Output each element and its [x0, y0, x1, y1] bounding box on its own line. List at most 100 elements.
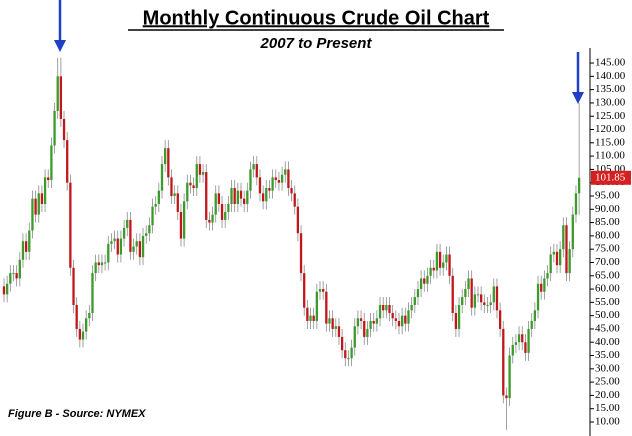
source-note: Figure B - Source: NYMEX	[8, 408, 146, 420]
candle-body	[107, 243, 110, 263]
candle-body	[508, 355, 511, 399]
candle-body	[227, 203, 230, 212]
candle-body	[375, 318, 379, 324]
candle-body	[119, 238, 123, 255]
candle-body	[195, 164, 198, 189]
candle-body	[287, 169, 290, 189]
candle-body	[122, 227, 126, 239]
y-tick-label: 50.00	[595, 309, 620, 321]
candle-body	[337, 326, 341, 337]
candle-body	[328, 318, 331, 324]
candle-body	[233, 188, 236, 204]
candle-body	[486, 305, 489, 307]
candle-body	[423, 278, 426, 284]
candle-body	[511, 344, 514, 356]
candle-body	[505, 395, 508, 399]
candle-body	[290, 188, 293, 194]
candle-body	[527, 328, 530, 353]
candle-body	[88, 312, 91, 319]
candle-body	[347, 358, 350, 360]
y-tick-label: 70.00	[595, 256, 620, 268]
candle-body	[274, 177, 277, 181]
candle-body	[24, 241, 28, 252]
candle-body	[280, 174, 284, 183]
candle-body	[540, 283, 543, 292]
candle-body	[413, 297, 416, 306]
price-label: 101.85	[595, 171, 626, 183]
candle-body	[378, 305, 382, 319]
candle-body	[12, 273, 15, 275]
candle-body	[470, 278, 473, 308]
candle-body	[103, 262, 107, 264]
candle-body	[489, 302, 492, 306]
candle-body	[59, 76, 63, 119]
candle-body	[555, 251, 559, 266]
candle-body	[15, 273, 18, 279]
candle-body	[132, 246, 135, 252]
candle-body	[416, 289, 420, 298]
candle-body	[568, 249, 571, 274]
candle-body	[31, 198, 34, 231]
candle-body	[543, 278, 546, 292]
candle-body	[451, 275, 454, 313]
candle-body	[442, 262, 445, 268]
candle-body	[239, 190, 243, 199]
candle-body	[179, 211, 183, 239]
candle-body	[445, 254, 448, 263]
candle-body	[37, 193, 40, 215]
y-tick-label: 40.00	[595, 336, 620, 348]
candle-body	[492, 286, 495, 303]
candle-body	[154, 203, 157, 207]
candle-body	[473, 294, 476, 308]
y-tick-label: 15.00	[595, 402, 620, 414]
candle-body	[66, 140, 69, 183]
candle-body	[78, 328, 81, 340]
candle-body	[53, 110, 56, 146]
candle-body	[467, 278, 470, 290]
candle-body	[521, 334, 524, 343]
y-tick-label: 110.00	[595, 150, 625, 162]
candle-body	[498, 310, 502, 329]
candle-body	[476, 294, 480, 296]
candle-body	[6, 283, 9, 295]
candle-body	[350, 347, 353, 359]
candle-body	[344, 350, 347, 359]
candle-body	[151, 206, 154, 226]
candle-body	[559, 249, 562, 266]
candle-body	[397, 320, 401, 327]
candle-body	[211, 214, 214, 223]
candle-body	[135, 241, 138, 247]
candle-body	[432, 267, 435, 271]
y-tick-label: 120.00	[595, 123, 626, 135]
candle-body	[366, 328, 369, 337]
candle-body	[429, 267, 432, 276]
candle-body	[552, 251, 555, 255]
candle-body	[160, 164, 164, 191]
candle-body	[483, 302, 486, 306]
candle-body	[176, 193, 179, 212]
candle-body	[201, 172, 205, 175]
candle-body	[47, 177, 50, 181]
chart-subtitle: 2007 to Present	[260, 35, 373, 52]
candle-body	[353, 326, 356, 348]
candle-body	[113, 238, 116, 242]
candle-body	[502, 328, 505, 396]
candle-body	[157, 190, 160, 204]
candle-body	[303, 273, 306, 308]
candle-body	[325, 291, 328, 324]
candle-body	[369, 320, 372, 329]
y-tick-label: 95.00	[595, 190, 620, 202]
candle-body	[309, 315, 312, 321]
candle-body	[249, 169, 252, 191]
candle-body	[438, 251, 442, 268]
candle-body	[571, 214, 574, 250]
y-tick-label: 125.00	[595, 110, 626, 122]
candle-body	[322, 289, 325, 292]
candle-body	[410, 305, 413, 311]
candle-body	[100, 262, 104, 266]
candle-body	[312, 315, 315, 321]
y-tick-label: 85.00	[595, 216, 620, 228]
candle-body	[536, 283, 540, 311]
candle-body	[230, 188, 233, 204]
candle-body	[34, 198, 37, 215]
